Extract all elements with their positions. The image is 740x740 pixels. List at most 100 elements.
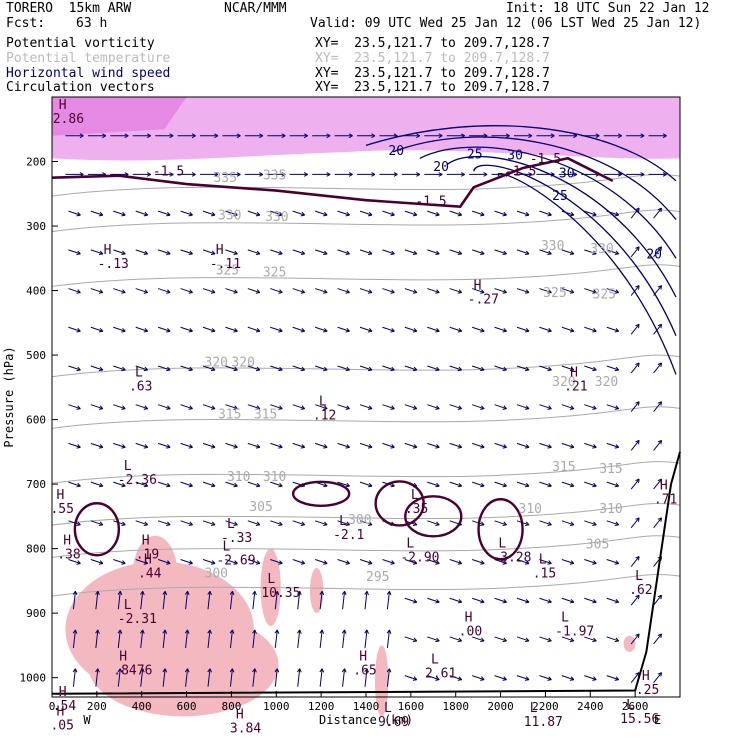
wind-contour <box>497 172 677 375</box>
vector-arrowhead <box>595 133 600 139</box>
extremum-marker: L <box>339 514 347 529</box>
vector-arrowhead <box>457 289 463 294</box>
vector-arrowhead <box>278 560 283 565</box>
extremum-marker: H <box>236 707 244 722</box>
vector-arrowhead <box>573 172 578 177</box>
vector-arrowhead <box>166 482 171 488</box>
circulation-vector <box>180 559 193 564</box>
vector-arrowhead <box>367 250 373 256</box>
vector-arrowhead <box>140 590 145 596</box>
circulation-vector <box>314 326 328 332</box>
vector-arrowhead <box>143 366 149 372</box>
vector-arrowhead <box>505 133 510 139</box>
vector-arrowhead <box>143 405 149 410</box>
vector-arrowhead <box>547 289 552 294</box>
vector-arrowhead <box>412 444 418 449</box>
field-xy-wind: XY= 23.5,121.7 to 209.7,128.7 <box>315 66 550 81</box>
vector-arrowhead <box>657 672 663 677</box>
extremum-marker: H <box>142 533 150 548</box>
vector-arrowhead <box>547 482 552 488</box>
vector-arrowhead <box>460 172 465 177</box>
vector-arrowhead <box>345 211 350 217</box>
circulation-vector <box>225 249 238 255</box>
theta-label: 325 <box>216 263 239 278</box>
x-tick-label: 600 <box>177 700 197 713</box>
extremum-value: 11.87 <box>524 715 563 730</box>
extremum-marker: H <box>474 278 482 293</box>
vector-arrowhead <box>614 521 620 527</box>
vector-arrowhead <box>614 250 620 256</box>
vector-arrowhead <box>345 405 350 410</box>
circulation-vector <box>274 668 278 687</box>
circulation-vector <box>630 633 640 645</box>
vector-arrowhead <box>569 676 575 681</box>
vector-arrowhead <box>143 444 149 449</box>
extremum-value: .71 <box>654 492 677 507</box>
vector-arrowhead <box>635 633 640 638</box>
vector-arrowhead <box>278 211 283 217</box>
vector-arrowhead <box>569 366 575 372</box>
field-name-pv: Potential vorticity <box>6 36 155 51</box>
circulation-vector <box>135 249 148 255</box>
theta-label: 310 <box>599 502 622 517</box>
circulation-vector <box>584 365 597 371</box>
circulation-vector <box>274 591 278 610</box>
vector-arrowhead <box>457 676 463 681</box>
vector-arrowhead <box>255 405 261 410</box>
circulation-vector <box>584 288 597 294</box>
extremum-marker: H <box>104 243 112 258</box>
circulation-vector <box>427 597 440 603</box>
vector-arrowhead <box>412 366 418 372</box>
vector-arrowhead <box>412 250 418 256</box>
extremum-marker: L <box>135 366 143 381</box>
vector-arrowhead <box>657 323 663 329</box>
vector-arrowhead <box>259 133 264 139</box>
circulation-vector <box>180 210 193 216</box>
circulation-vector <box>180 520 193 526</box>
vector-arrowhead <box>166 211 171 217</box>
circulation-vector <box>404 636 418 642</box>
vector-arrowhead <box>121 327 126 333</box>
circulation-vector <box>225 288 238 294</box>
vector-arrowhead <box>457 482 463 488</box>
circulation-vector <box>225 210 238 216</box>
circulation-vector <box>359 365 373 371</box>
circulation-vector <box>630 517 640 529</box>
vector-arrowhead <box>300 560 306 565</box>
vector-arrowhead <box>188 560 193 565</box>
vector-arrowhead <box>300 250 306 256</box>
circulation-vector <box>364 591 368 610</box>
theta-contour <box>51 573 681 597</box>
vector-arrowhead <box>188 211 193 217</box>
vector-arrowhead <box>657 207 663 213</box>
circulation-vector <box>135 442 148 448</box>
x-tick-label: 200 <box>87 700 107 713</box>
vector-arrowhead <box>233 289 238 294</box>
extremum-value: -.33 <box>221 531 252 546</box>
extremum-marker: L <box>561 611 569 626</box>
circulation-vector <box>606 559 619 564</box>
theta-label: 320 <box>552 375 575 390</box>
circulation-vector <box>270 249 283 255</box>
circulation-vector <box>90 249 104 255</box>
circulation-vector <box>449 559 462 564</box>
extremum-value: .62 <box>629 583 652 598</box>
y-tick-label: 500 <box>26 349 46 362</box>
vector-arrowhead <box>524 366 530 372</box>
vector-arrowhead <box>390 211 395 217</box>
circulation-vector <box>653 285 662 296</box>
pv-label: -1.5 <box>505 165 536 180</box>
vector-arrowhead <box>524 521 530 527</box>
circulation-vector <box>584 442 597 448</box>
wind-contour <box>419 146 677 259</box>
circulation-vector <box>471 404 485 410</box>
circulation-vector <box>292 442 305 448</box>
vector-arrowhead <box>569 560 575 565</box>
vector-arrowhead <box>371 172 376 177</box>
vector-arrowhead <box>502 327 507 333</box>
circulation-vector <box>359 326 373 332</box>
circulation-vector <box>427 249 440 255</box>
circulation-vector <box>653 517 662 529</box>
vector-arrowhead <box>191 133 196 139</box>
init-time: Init: 18 UTC Sun 22 Jan 12 <box>506 1 710 16</box>
